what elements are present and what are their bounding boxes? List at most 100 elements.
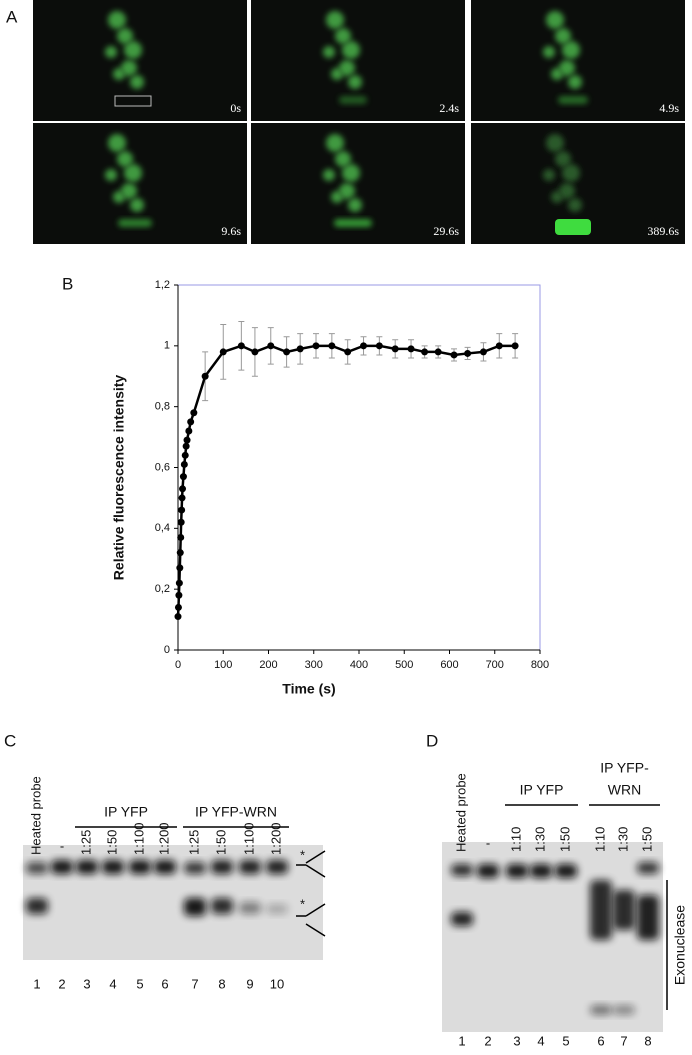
- nucleus: [568, 198, 582, 212]
- lane-number: 5: [136, 976, 143, 991]
- accumulation: [558, 96, 588, 104]
- y-tick-label: 1,2: [155, 279, 170, 291]
- lane-label: 1:200: [156, 822, 171, 855]
- band: [239, 860, 261, 874]
- panel-a: 0s 2.4s 4.9s 9.6s 29.6s 389.6s: [33, 0, 685, 244]
- band: [26, 862, 48, 874]
- gel: [442, 842, 663, 1032]
- data-point: [464, 349, 472, 357]
- band: [211, 898, 233, 914]
- x-tick-label: 800: [531, 659, 549, 671]
- lane-number: 3: [83, 976, 90, 991]
- band: [530, 864, 552, 878]
- data-point: [176, 564, 184, 572]
- marker: *: [300, 896, 305, 911]
- annotation: Exonuclease: [672, 905, 688, 985]
- band: [184, 898, 206, 916]
- band: [555, 864, 577, 878]
- nucleus: [113, 68, 125, 80]
- nucleus: [121, 183, 137, 199]
- data-point: [182, 442, 190, 450]
- nucleus: [555, 28, 571, 44]
- band: [590, 880, 612, 940]
- data-point: [360, 342, 368, 350]
- lane-number: 6: [597, 1033, 604, 1048]
- timestamp: 29.6s: [433, 224, 459, 238]
- nucleus: [562, 164, 580, 182]
- nucleus: [105, 46, 117, 58]
- nucleus: [130, 198, 144, 212]
- lane-label: 1:50: [104, 830, 119, 855]
- timestamp: 9.6s: [221, 224, 241, 238]
- lane-number: 4: [109, 976, 116, 991]
- data-point: [450, 351, 458, 359]
- lane-label: 1:50: [557, 827, 572, 852]
- band: [76, 860, 98, 874]
- nucleus: [348, 198, 362, 212]
- accumulation: [118, 219, 152, 227]
- lane-number: 7: [620, 1033, 627, 1048]
- data-point: [190, 409, 198, 417]
- band: [266, 904, 288, 914]
- nucleus: [568, 75, 582, 89]
- band: [266, 860, 288, 874]
- nucleus: [117, 151, 133, 167]
- lane-number: 8: [644, 1033, 651, 1048]
- data-point: [177, 518, 185, 526]
- lane-label: -: [486, 835, 490, 850]
- x-tick-label: 400: [350, 659, 368, 671]
- data-point: [344, 348, 352, 356]
- nucleus: [339, 183, 355, 199]
- plot-frame: [177, 284, 541, 651]
- data-point: [183, 436, 191, 444]
- lane-label: 1:30: [532, 827, 547, 852]
- nucleus: [326, 134, 344, 152]
- nucleus: [562, 41, 580, 59]
- nucleus: [323, 169, 335, 181]
- y-axis-label: Relative fluorescence intensity: [111, 375, 127, 581]
- lane-number: 10: [270, 976, 284, 991]
- group-label: IP YFP-WRN: [195, 804, 277, 820]
- data-point: [187, 418, 195, 426]
- lane-number: 6: [161, 976, 168, 991]
- image-frame: 4.9s: [471, 0, 685, 121]
- timestamp: 2.4s: [439, 101, 459, 115]
- nucleus: [546, 11, 564, 29]
- nucleus: [124, 41, 142, 59]
- data-point: [185, 427, 193, 435]
- nucleus: [105, 169, 117, 181]
- lane-label: 1:200: [268, 822, 283, 855]
- timestamp: 389.6s: [647, 224, 679, 238]
- lane-label: 1:50: [213, 830, 228, 855]
- nucleus: [543, 169, 555, 181]
- band: [451, 912, 473, 926]
- x-tick-label: 200: [259, 659, 277, 671]
- timestamp: 0s: [230, 101, 241, 115]
- nucleus: [124, 164, 142, 182]
- nucleus: [551, 191, 563, 203]
- lane-label: 1:10: [592, 827, 607, 852]
- frame-bg: [33, 0, 247, 121]
- panel-label: A: [6, 7, 18, 26]
- accumulation: [555, 219, 591, 235]
- y-tick-label: 0: [164, 644, 170, 656]
- data-point: [312, 342, 320, 350]
- lane-number: 7: [191, 976, 198, 991]
- data-point: [175, 591, 183, 599]
- y-tick-label: 0,4: [155, 522, 170, 534]
- lane-number: 4: [537, 1033, 544, 1048]
- panel-d: Heated probe - 1:10 1:30 1:50 IP YFP 1:10 1:30 1…: [442, 760, 688, 1048]
- nucleus: [559, 60, 575, 76]
- data-point: [174, 613, 182, 621]
- nucleus: [335, 151, 351, 167]
- lane-number: 3: [513, 1033, 520, 1048]
- data-point: [283, 348, 291, 356]
- lane-number: 9: [246, 976, 253, 991]
- nucleus: [559, 183, 575, 199]
- nucleus: [130, 75, 144, 89]
- data-point: [180, 460, 188, 468]
- nucleus: [331, 68, 343, 80]
- nucleus: [335, 28, 351, 44]
- marker: *: [300, 847, 305, 862]
